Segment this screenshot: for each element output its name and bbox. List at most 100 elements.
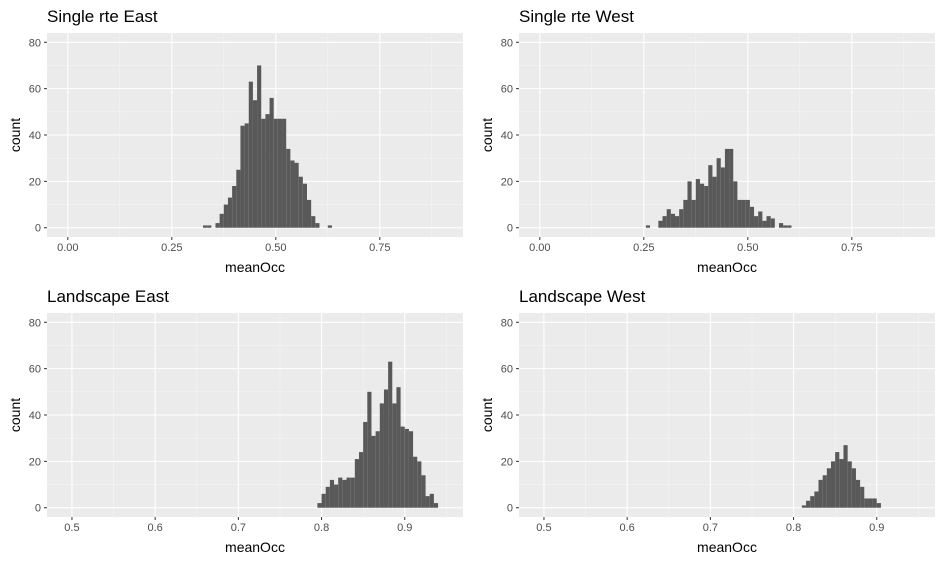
y-tick-label: 20 [29,176,41,188]
x-tick-label: 0.75 [841,242,862,254]
y-tick-label: 60 [501,364,513,376]
histogram-bar [762,220,767,228]
x-tick-label: 0.50 [265,242,286,254]
histogram-bar [433,503,439,508]
y-tick-label: 0 [35,503,41,515]
y-tick-label: 40 [501,410,513,422]
histogram-bar [670,213,675,228]
chart-title: Landscape West [519,287,646,306]
histogram-bar [338,477,343,508]
histogram-bar [413,456,418,508]
histogram-bar [282,118,287,228]
x-tick-label: 0.8 [786,522,801,534]
histogram-bar [265,114,270,228]
y-tick-label: 80 [501,37,513,49]
histogram-panel: 0.00 0.25 0.50 0.75 0 20 40 60 80 Single rte East… [7,7,463,275]
y-tick-label: 40 [501,130,513,142]
histogram-bar [851,468,856,508]
histogram-bar [770,218,775,228]
histogram-bar [806,500,811,508]
x-tick-label: 0.9 [869,522,884,534]
y-axis-label: count [479,118,495,152]
histogram-bar [675,216,680,228]
histogram-bar [236,169,241,228]
x-tick-label: 0.7 [231,522,246,534]
chart-title: Landscape East [47,287,169,306]
histogram-bar [787,225,792,228]
x-tick-label: 0.75 [369,242,390,254]
y-tick-label: 60 [29,364,41,376]
y-tick-label: 60 [501,84,513,96]
y-tick-label: 80 [29,317,41,329]
histogram-bar [658,220,663,228]
histogram-bar [317,503,322,508]
y-axis-label: count [479,398,495,432]
y-tick-label: 80 [501,317,513,329]
histogram-bar [839,459,844,508]
histogram-bar [754,216,759,228]
histogram-bar [404,428,409,508]
y-tick-label: 40 [29,410,41,422]
x-tick-label: 0.25 [633,242,654,254]
histogram-bar [298,176,303,228]
x-tick-label: 0.6 [620,522,635,534]
y-tick-label: 80 [29,37,41,49]
y-axis-label: count [7,398,23,432]
x-tick-label: 0.00 [57,242,78,254]
histogram-bar [712,176,717,228]
histogram-bar [354,459,359,508]
histogram-bar [290,160,295,228]
histogram-bar [737,199,742,228]
histogram-bar [334,484,339,508]
histogram-bar [315,223,320,228]
x-tick-label: 0.25 [161,242,182,254]
histogram-bar [277,118,283,228]
histogram-bar [818,479,823,508]
histogram-bar [662,216,667,228]
histogram-bar [294,162,299,228]
histogram-bar [227,197,233,228]
histogram-bar [814,491,819,508]
histogram-bar [687,181,692,228]
histogram-bar [215,223,220,228]
histogram-bar [745,199,750,228]
histogram-bar [244,123,249,228]
histogram-bar [876,503,881,508]
histogram-bar [321,493,326,508]
histogram-panel: 0.5 0.6 0.7 0.8 0.9 0 20 40 60 80 Landscape East me… [7,287,463,555]
histogram-bar [868,498,873,508]
histogram-bar [359,452,364,508]
chart-title: Single rte West [519,7,634,26]
histogram-bar [367,391,372,508]
x-axis-label: meanOcc [697,539,757,555]
histogram-bar [810,496,815,508]
histogram-bar [758,211,763,228]
histogram-bar [855,479,861,508]
histogram-panel: 0.5 0.6 0.7 0.8 0.9 0 20 40 60 80 Landscape West me… [479,287,935,555]
y-tick-label: 20 [501,176,513,188]
histogram-bar [307,199,312,228]
y-tick-label: 0 [35,223,41,235]
histogram-bar [269,97,274,228]
histogram-bar [396,387,401,508]
histogram-bar [708,165,713,228]
histogram-bar [219,213,224,228]
histogram-bar [741,199,746,228]
histogram-bar [699,183,705,228]
x-tick-label: 0.8 [314,522,329,534]
y-tick-label: 40 [29,130,41,142]
histogram-bar [872,498,877,508]
histogram-bar [749,206,755,228]
histogram-bar [724,148,730,228]
histogram-bar [860,486,865,508]
histogram-bar [327,225,332,228]
histogram-bar [311,216,316,228]
x-tick-label: 0.9 [397,522,412,534]
histogram-bar [691,199,696,228]
histogram-bar [379,403,384,508]
histogram-bar [716,158,721,228]
histogram-bar [248,81,253,228]
histogram-bar [425,496,430,508]
histogram-bar [375,431,380,508]
